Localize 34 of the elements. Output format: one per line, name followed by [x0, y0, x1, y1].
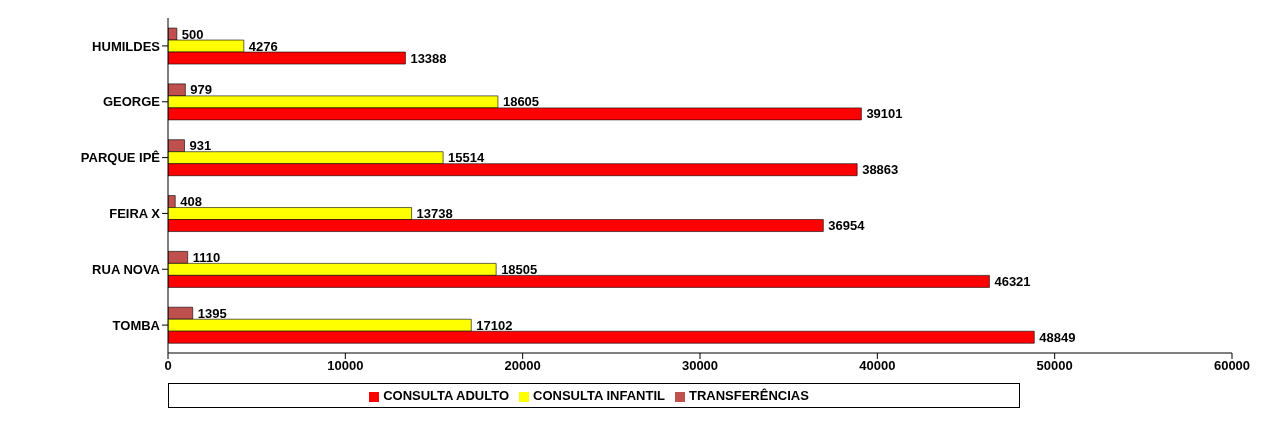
data-label: 13388 — [410, 50, 447, 66]
data-label: 1110 — [192, 250, 221, 265]
y-tick-label: RUA NOVA — [92, 261, 161, 277]
x-tick-label: 20000 — [504, 358, 541, 374]
data-label: 979 — [190, 82, 213, 98]
data-label: 13738 — [416, 206, 453, 222]
x-tick-label: 40000 — [859, 358, 896, 374]
data-label: 46321 — [994, 274, 1031, 289]
y-tick-label: HUMILDES — [92, 38, 161, 54]
x-tick-label: 10000 — [327, 358, 364, 374]
data-label: 15514 — [448, 150, 486, 166]
data-label: 4276 — [248, 38, 278, 54]
y-tick-label: PARQUE IPÊ — [80, 150, 161, 166]
y-tick-label: FEIRA X — [109, 206, 161, 222]
legend-label: TRANSFERÊNCIAS — [688, 388, 809, 403]
data-label: 48849 — [1039, 329, 1076, 345]
data-label: 18605 — [502, 94, 540, 110]
x-tick-label: 60000 — [1213, 358, 1251, 374]
x-tick-label: 0 — [164, 358, 172, 374]
data-label: 931 — [189, 138, 212, 154]
legend-label: CONSULTA INFANTIL — [533, 388, 665, 403]
legend-label: CONSULTA ADULTO — [383, 388, 510, 403]
data-label: 408 — [180, 194, 202, 210]
x-tick-label: 50000 — [1036, 358, 1073, 374]
data-label: 38863 — [862, 162, 899, 178]
x-tick-label: 30000 — [681, 358, 719, 374]
data-label: 39101 — [866, 106, 903, 122]
data-label: 500 — [181, 26, 204, 42]
data-label: 17102 — [476, 317, 513, 333]
data-label: 18505 — [501, 262, 538, 277]
y-tick-label: TOMBA — [112, 317, 161, 333]
data-label: 36954 — [828, 218, 866, 234]
data-label: 1395 — [197, 305, 227, 321]
y-tick-label: GEORGE — [102, 94, 161, 110]
